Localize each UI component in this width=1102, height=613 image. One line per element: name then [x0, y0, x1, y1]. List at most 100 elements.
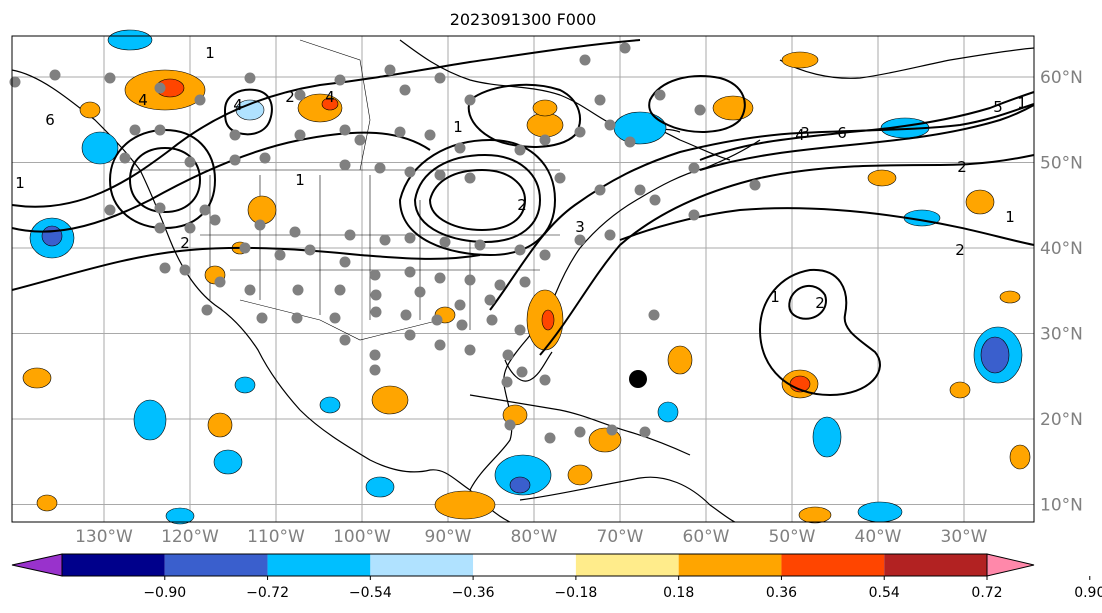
station-dot — [274, 249, 286, 261]
station-dot — [424, 129, 436, 141]
anomaly-blob — [613, 111, 667, 145]
longitude-labels: 130°W 120°W 110°W 100°W 90°W 80°W 70°W 60°W 50°W… — [75, 527, 988, 547]
station-dot — [474, 239, 486, 251]
anomaly-blob — [509, 476, 531, 494]
lat-label: 60°N — [1040, 68, 1083, 88]
lon-label: 130°W — [75, 527, 133, 547]
anomaly-blob — [526, 112, 564, 138]
station-dot — [439, 236, 451, 248]
station-dot — [129, 124, 141, 136]
anomaly-blob — [949, 381, 971, 399]
anomaly-blob — [965, 189, 995, 215]
station-dot — [594, 184, 606, 196]
colorbar-label: 0.54 — [869, 585, 900, 601]
station-dot — [104, 204, 116, 216]
contour-label: 3 — [800, 124, 810, 142]
anomaly-blob — [79, 101, 101, 119]
station-dots — [9, 42, 761, 444]
anomaly-blob — [321, 97, 339, 111]
station-dot — [400, 309, 412, 321]
contour-label: 2 — [955, 241, 965, 259]
station-dot — [229, 154, 241, 166]
colorbar-label: −0.36 — [452, 585, 495, 601]
station-dot — [604, 229, 616, 241]
anomaly-blob — [541, 309, 555, 331]
station-dot — [574, 126, 586, 138]
station-dot — [464, 344, 476, 356]
anomaly-blob — [532, 99, 558, 117]
colorbar-segment — [884, 554, 987, 576]
station-dot — [254, 219, 266, 231]
station-dot — [688, 209, 700, 221]
anomaly-blob — [107, 29, 153, 51]
station-dot — [291, 312, 303, 324]
station-dot — [239, 242, 251, 254]
contour-label: 4 — [233, 96, 243, 114]
station-dot — [214, 276, 226, 288]
station-dot — [484, 294, 496, 306]
colorbar-right-arrow — [986, 553, 1035, 577]
station-dot — [184, 222, 196, 234]
station-dot — [539, 134, 551, 146]
colorbar-segment — [678, 554, 782, 576]
colorbar-label: −0.18 — [554, 585, 597, 601]
anomaly-blob — [234, 376, 256, 394]
station-dot — [154, 202, 166, 214]
station-dot — [404, 329, 416, 341]
contour-label: 2 — [180, 234, 190, 252]
anomaly-blob — [207, 412, 233, 438]
station-dot — [606, 424, 618, 436]
anomaly-blob — [812, 416, 842, 458]
anomaly-blob — [980, 336, 1010, 374]
station-dot — [334, 284, 346, 296]
station-dot — [634, 184, 646, 196]
station-dot — [159, 262, 171, 274]
station-dot — [199, 204, 211, 216]
station-dot — [369, 349, 381, 361]
station-dot — [544, 432, 556, 444]
station-dot — [154, 222, 166, 234]
lat-label: 50°N — [1040, 154, 1083, 174]
station-dot — [384, 64, 396, 76]
lon-label: 30°W — [941, 527, 988, 547]
lon-label: 100°W — [333, 527, 391, 547]
station-dot — [434, 72, 446, 84]
station-dot — [504, 419, 516, 431]
station-dot — [201, 304, 213, 316]
station-dot — [649, 194, 661, 206]
station-dot — [256, 312, 268, 324]
lon-label: 40°W — [855, 527, 902, 547]
anomaly-blob — [36, 494, 58, 512]
station-dot — [639, 426, 651, 438]
contour-label: 5 — [993, 98, 1003, 116]
colorbar-label: −0.90 — [143, 585, 186, 601]
station-dot — [694, 104, 706, 116]
colorbar-label: 0.36 — [766, 585, 797, 601]
station-dot — [289, 226, 301, 238]
station-dot — [394, 126, 406, 138]
station-dot — [244, 72, 256, 84]
contour-label: 1 — [1005, 208, 1015, 226]
latitude-labels: 60°N 50°N 40°N 30°N 20°N 10°N — [1040, 68, 1083, 516]
station-dot — [494, 279, 506, 291]
station-dot — [434, 339, 446, 351]
lat-label: 40°N — [1040, 239, 1083, 259]
colorbar-label: 0.90 — [1074, 585, 1102, 601]
anomaly-blob — [165, 507, 195, 525]
contour-label: 6 — [837, 124, 847, 142]
station-dot — [292, 284, 304, 296]
lon-label: 110°W — [247, 527, 305, 547]
anomaly-blob — [22, 367, 52, 389]
station-dot — [604, 119, 616, 131]
station-dot — [9, 76, 21, 88]
station-dot — [179, 264, 191, 276]
colorbar-label: −0.54 — [349, 585, 392, 601]
anomaly-blob — [867, 169, 897, 187]
contour-label: 1 — [770, 288, 780, 306]
lon-label: 120°W — [161, 527, 219, 547]
station-dot — [339, 334, 351, 346]
station-dot — [579, 54, 591, 66]
colorbar-segment — [370, 554, 474, 576]
colorbar-segment — [164, 554, 268, 576]
station-dot — [654, 89, 666, 101]
